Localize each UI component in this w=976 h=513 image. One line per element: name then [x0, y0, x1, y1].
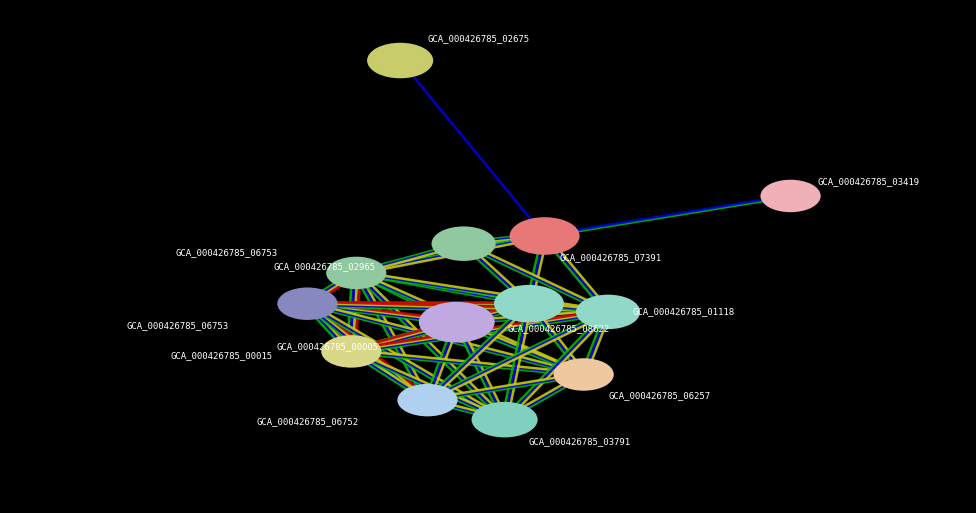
- Circle shape: [510, 218, 579, 254]
- Circle shape: [495, 286, 563, 322]
- Text: GCA_000426785_06257: GCA_000426785_06257: [608, 391, 711, 401]
- Circle shape: [432, 227, 495, 260]
- Text: GCA_000426785_02965: GCA_000426785_02965: [273, 262, 376, 271]
- Text: GCA_000426785_06753: GCA_000426785_06753: [176, 248, 278, 257]
- Circle shape: [398, 385, 457, 416]
- Circle shape: [368, 44, 432, 77]
- Text: GCA_000426785_01118: GCA_000426785_01118: [632, 307, 735, 317]
- Circle shape: [420, 303, 494, 342]
- Circle shape: [554, 359, 613, 390]
- Circle shape: [577, 295, 639, 328]
- Text: GCA_000426785_06752: GCA_000426785_06752: [257, 417, 359, 426]
- Circle shape: [472, 403, 537, 437]
- Circle shape: [278, 288, 337, 319]
- Text: GCA_000426785_06753: GCA_000426785_06753: [127, 321, 229, 330]
- Circle shape: [761, 181, 820, 211]
- Text: GCA_000426785_00005: GCA_000426785_00005: [276, 342, 379, 351]
- Circle shape: [322, 336, 381, 367]
- Text: GCA_000426785_07391: GCA_000426785_07391: [559, 253, 662, 262]
- Text: GCA_000426785_00015: GCA_000426785_00015: [171, 351, 273, 360]
- Circle shape: [327, 258, 386, 288]
- Text: GCA_000426785_02675: GCA_000426785_02675: [427, 34, 530, 44]
- Text: GCA_000426785_03419: GCA_000426785_03419: [818, 177, 920, 186]
- Text: GCA_000426785_03791: GCA_000426785_03791: [529, 437, 631, 446]
- Text: GCA_000426785_08622: GCA_000426785_08622: [508, 324, 610, 333]
